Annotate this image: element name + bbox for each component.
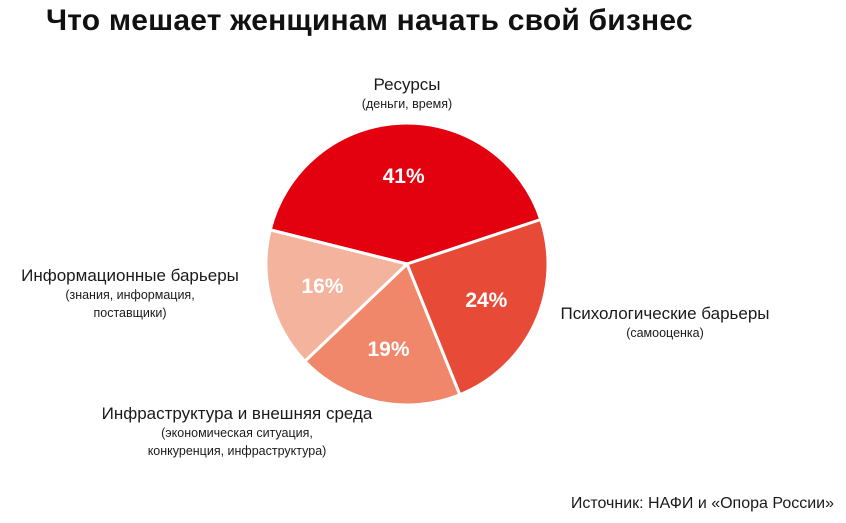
pie-slice-resources [268, 121, 543, 266]
slice-label-psych: Психологические барьеры (самооценка) [560, 303, 769, 342]
pie-slice-infra [303, 262, 462, 407]
slice-name-resources: Ресурсы [373, 75, 441, 94]
slice-value-resources: 41% [383, 165, 425, 188]
slice-name-info: Информационные барьеры [21, 266, 239, 285]
slice-label-infra: Инфраструктура и внешняя среда (экономич… [102, 403, 373, 460]
slice-detail-psych: (самооценка) [626, 326, 704, 340]
slice-detail-resources: (деньги, время) [361, 97, 453, 111]
slice-label-info: Информационные барьеры (знания, информац… [21, 265, 239, 322]
slice-detail-infra-2: конкуренция, инфраструктура) [147, 444, 327, 458]
slice-detail-info-2: поставщики) [93, 306, 167, 320]
slice-value-psych: 24% [465, 289, 507, 312]
slice-name-psych: Психологические барьеры [560, 304, 770, 323]
slice-name-infra: Инфраструктура и внешняя среда [101, 404, 373, 423]
chart-title: Что мешает женщинам начать свой бизнес [46, 4, 693, 37]
slice-detail-info-1: (знания, информация, [65, 288, 195, 302]
slice-label-resources: Ресурсы (деньги, время) [362, 74, 452, 113]
slice-detail-infra-1: (экономическая ситуация, [161, 426, 313, 440]
slice-value-infra: 19% [368, 338, 410, 361]
source-note: Источник: НАФИ и «Опора России» [570, 495, 834, 512]
slice-value-info: 16% [301, 275, 343, 298]
pie-slice-info [264, 228, 409, 363]
